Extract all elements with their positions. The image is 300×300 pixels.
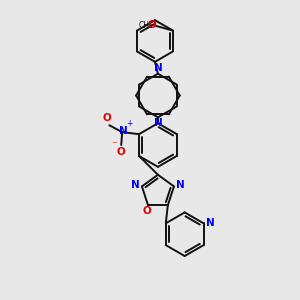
Text: +: + — [126, 119, 133, 128]
Text: ⁻: ⁻ — [111, 140, 117, 150]
Text: O: O — [147, 20, 156, 30]
Text: N: N — [119, 126, 128, 136]
Text: O: O — [103, 113, 112, 123]
Text: O: O — [117, 147, 126, 157]
Text: N: N — [176, 180, 185, 190]
Text: N: N — [131, 180, 140, 190]
Text: O: O — [143, 206, 152, 216]
Text: N: N — [154, 63, 162, 73]
Text: N: N — [206, 218, 214, 228]
Text: CH₃: CH₃ — [138, 21, 152, 30]
Text: N: N — [154, 118, 162, 128]
